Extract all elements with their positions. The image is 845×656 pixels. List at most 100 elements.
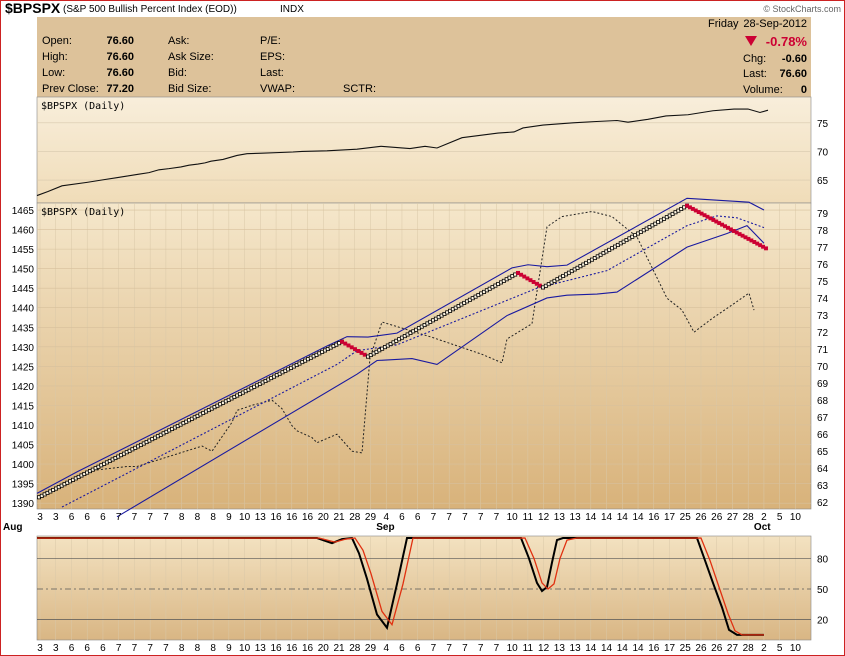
x-tick-label-lower: 27 bbox=[727, 643, 739, 654]
x-tick-label: 21 bbox=[333, 512, 345, 523]
x-tick-label: 16 bbox=[286, 512, 298, 523]
upper-line-layer bbox=[36, 108, 769, 197]
x-tick-label-lower: 16 bbox=[286, 643, 298, 654]
x-tick-label: 8 bbox=[195, 512, 201, 523]
bid-size-label: Bid Size: bbox=[168, 83, 211, 95]
x-tick-label-lower: 7 bbox=[478, 643, 484, 654]
upper-panel bbox=[36, 96, 812, 204]
right-tick-label: 63 bbox=[817, 481, 829, 492]
pnf-down-box bbox=[356, 349, 361, 353]
x-tick-label-lower: 6 bbox=[100, 643, 106, 654]
watermark: © StockCharts.com bbox=[763, 4, 841, 14]
low-value: 76.60 bbox=[106, 67, 134, 79]
right-tick-label: 65 bbox=[817, 447, 829, 458]
x-tick-label: 7 bbox=[478, 512, 484, 523]
x-tick-label: 7 bbox=[116, 512, 122, 523]
right-tick-label: 69 bbox=[817, 379, 829, 390]
x-tick-label-lower: 7 bbox=[163, 643, 169, 654]
left-tick-label: 1425 bbox=[12, 362, 35, 373]
grid bbox=[37, 122, 811, 640]
x-tick-label: 7 bbox=[132, 512, 138, 523]
change-percent: -0.78% bbox=[766, 34, 808, 49]
pnf-down-box bbox=[764, 246, 768, 251]
eps-label: EPS: bbox=[260, 51, 285, 63]
left-tick-label: 1400 bbox=[12, 460, 35, 471]
quote-panel bbox=[37, 17, 811, 97]
right-tick-label: 68 bbox=[817, 396, 829, 407]
x-tick-label-lower: 26 bbox=[695, 643, 707, 654]
x-tick-label: 16 bbox=[271, 512, 283, 523]
exchange-label: INDX bbox=[280, 4, 304, 15]
left-tick-label: 1465 bbox=[12, 206, 35, 217]
upper-tick-label: 70 bbox=[817, 147, 829, 158]
x-tick-label: 13 bbox=[570, 512, 582, 523]
x-tick-label: 6 bbox=[415, 512, 421, 523]
x-tick-label-lower: 17 bbox=[664, 643, 676, 654]
quote-date: 28-Sep-2012 bbox=[743, 18, 807, 30]
x-tick-label: 7 bbox=[462, 512, 468, 523]
stoch-tick-label: 20 bbox=[817, 616, 829, 627]
left-tick-label: 1450 bbox=[12, 265, 35, 276]
stoch-tick-label: 50 bbox=[817, 585, 829, 596]
x-tick-label: 25 bbox=[680, 512, 692, 523]
left-tick-label: 1455 bbox=[12, 245, 35, 256]
x-tick-label-lower: 12 bbox=[538, 643, 550, 654]
x-tick-label-lower: 11 bbox=[523, 643, 534, 654]
stoch-d-line bbox=[37, 537, 764, 636]
x-tick-label-lower: 7 bbox=[132, 643, 138, 654]
dotted-indicator-line bbox=[96, 210, 755, 471]
x-tick-label: 14 bbox=[601, 512, 613, 523]
x-tick-label-lower: 6 bbox=[84, 643, 90, 654]
x-tick-label-lower: 14 bbox=[617, 643, 629, 654]
main-panel-label: $BPSPX (Daily) bbox=[41, 207, 125, 218]
x-tick-label-lower: 28 bbox=[349, 643, 361, 654]
x-tick-label-lower: 10 bbox=[790, 643, 802, 654]
x-tick-label: 11 bbox=[523, 512, 534, 523]
right-tick-label: 67 bbox=[817, 413, 829, 424]
x-tick-label-lower: 29 bbox=[365, 643, 377, 654]
pnf-down-box bbox=[353, 347, 357, 352]
x-tick-label-lower: 20 bbox=[318, 643, 330, 654]
right-tick-label: 73 bbox=[817, 311, 829, 322]
x-tick-label-lower: 16 bbox=[648, 643, 660, 654]
x-tick-label-lower: 16 bbox=[302, 643, 314, 654]
prev-close-label: Prev Close: bbox=[42, 83, 99, 95]
ask-size-label: Ask Size: bbox=[168, 51, 214, 63]
upper-tick-label: 75 bbox=[817, 119, 829, 130]
volume-value: 0 bbox=[801, 84, 807, 96]
pnf-down-box bbox=[340, 339, 344, 344]
last-label: Last: bbox=[260, 67, 284, 79]
x-tick-label-lower: 3 bbox=[53, 643, 59, 654]
high-label: High: bbox=[42, 51, 68, 63]
left-tick-label: 1405 bbox=[12, 441, 35, 452]
x-tick-label-lower: 13 bbox=[255, 643, 267, 654]
x-tick-label-lower: 10 bbox=[239, 643, 251, 654]
x-tick-label: 14 bbox=[632, 512, 644, 523]
stoch-tick-label: 80 bbox=[817, 554, 829, 565]
prev-close-value: 77.20 bbox=[106, 83, 134, 95]
x-tick-label: 28 bbox=[349, 512, 361, 523]
pnf-down-box bbox=[349, 345, 354, 350]
x-tick-label-lower: 3 bbox=[37, 643, 43, 654]
x-tick-label: 10 bbox=[239, 512, 251, 523]
left-tick-label: 1440 bbox=[12, 304, 35, 315]
x-tick-label: 5 bbox=[777, 512, 783, 523]
pnf-down-box bbox=[362, 352, 367, 357]
stochastic-layer bbox=[37, 536, 764, 636]
x-tick-label-lower: 8 bbox=[210, 643, 216, 654]
vwap-label: VWAP: bbox=[260, 83, 295, 95]
x-tick-label-lower: 2 bbox=[761, 643, 767, 654]
right-tick-label: 64 bbox=[817, 464, 829, 475]
high-value: 76.60 bbox=[106, 51, 134, 63]
x-tick-label-lower: 10 bbox=[507, 643, 519, 654]
lower-band bbox=[116, 225, 765, 518]
right-tick-label: 62 bbox=[817, 498, 829, 509]
x-tick-label: 17 bbox=[664, 512, 676, 523]
x-tick-label: 8 bbox=[210, 512, 216, 523]
x-tick-label: 6 bbox=[399, 512, 405, 523]
upper-band bbox=[36, 197, 765, 494]
axis-labels: 6570753333666666777777778888889910101313… bbox=[3, 119, 829, 654]
x-tick-label: 12 bbox=[538, 512, 550, 523]
x-tick-label-lower: 16 bbox=[271, 643, 283, 654]
